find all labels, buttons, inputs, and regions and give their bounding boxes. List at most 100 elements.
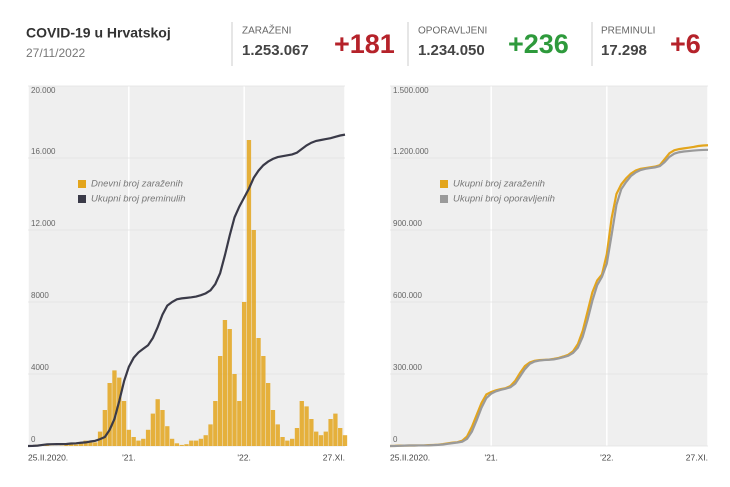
bar <box>141 438 146 446</box>
bar <box>69 443 74 446</box>
bar <box>102 410 108 446</box>
x-tick-label: 25.II.2020. <box>390 452 430 462</box>
stat-change: +236 <box>508 29 569 59</box>
x-tick-label: '21. <box>122 452 135 462</box>
bar <box>179 444 184 446</box>
bar <box>290 438 295 446</box>
y-tick-label: 600.000 <box>393 291 422 300</box>
bar <box>309 419 314 446</box>
bar <box>265 383 271 446</box>
y-tick-label: 1.200.000 <box>393 147 429 156</box>
bar <box>222 320 228 446</box>
bar <box>256 338 261 446</box>
bar <box>208 424 213 446</box>
bar <box>294 428 300 446</box>
bar <box>88 441 93 446</box>
bar <box>198 438 204 446</box>
bar <box>203 435 208 446</box>
y-tick-label: 900.000 <box>393 219 422 228</box>
legend-label: Dnevni broj zaraženih <box>91 179 183 190</box>
bar <box>342 435 348 446</box>
bar <box>237 401 242 446</box>
y-tick-label: 12.000 <box>31 219 56 228</box>
bar <box>184 444 189 446</box>
bar <box>73 444 79 446</box>
bar <box>285 440 290 446</box>
bar <box>78 443 83 446</box>
line <box>27 133 346 448</box>
bar <box>169 438 175 446</box>
x-tick-label: 27.XI. <box>686 452 708 462</box>
bar <box>112 370 117 446</box>
bar <box>131 437 136 446</box>
bar <box>165 426 170 446</box>
line <box>390 148 709 448</box>
date: 27/11/2022 <box>26 46 85 60</box>
bar <box>251 230 256 446</box>
bar <box>232 374 237 446</box>
bar <box>174 443 180 446</box>
bar <box>270 410 276 446</box>
y-tick-label: 0 <box>393 435 398 444</box>
y-tick-label: 1.500.000 <box>393 86 429 95</box>
bar <box>275 424 280 446</box>
bar <box>117 377 122 446</box>
bar <box>227 329 232 446</box>
bar <box>150 413 156 446</box>
y-tick-label: 300.000 <box>393 363 422 372</box>
stat-change: +6 <box>670 29 701 59</box>
stat-total: 1.234.050 <box>418 42 485 59</box>
bar <box>338 428 343 446</box>
stat-total: 1.253.067 <box>242 42 309 59</box>
bar <box>261 356 266 446</box>
stat-change: +181 <box>334 29 395 59</box>
stat-total: 17.298 <box>601 42 647 59</box>
bar <box>304 406 309 446</box>
y-tick-label: 0 <box>31 435 36 444</box>
x-tick-label: '22. <box>237 452 250 462</box>
bar <box>328 419 333 446</box>
legend-label: Ukupni broj preminulih <box>91 194 186 205</box>
legend-label: Ukupni broj zaraženih <box>453 179 545 190</box>
bar <box>299 401 304 446</box>
bar <box>160 410 165 446</box>
bar <box>213 401 218 446</box>
bar <box>121 401 127 446</box>
stat-label: ZARAŽENI <box>242 24 291 37</box>
bar <box>217 356 223 446</box>
legend-swatch <box>440 180 448 188</box>
y-tick-label: 4000 <box>31 363 49 372</box>
legend-swatch <box>440 195 448 203</box>
bar <box>155 399 160 446</box>
bar <box>241 302 247 446</box>
plot-area <box>28 86 345 446</box>
bar <box>280 437 285 446</box>
bar <box>64 444 69 446</box>
legend-swatch <box>78 195 86 203</box>
y-tick-label: 16.000 <box>31 147 56 156</box>
bar <box>107 383 112 446</box>
x-tick-label: '22. <box>600 452 613 462</box>
x-tick-label: 27.XI. <box>323 452 345 462</box>
y-tick-label: 8000 <box>31 291 49 300</box>
title: COVID-19 u Hrvatskoj <box>26 25 171 41</box>
bar <box>333 413 338 446</box>
bar <box>136 440 141 446</box>
bar <box>318 435 324 446</box>
plot-area <box>390 86 708 446</box>
bar <box>126 429 132 446</box>
x-tick-label: '21. <box>484 452 497 462</box>
bar <box>45 445 50 446</box>
bar <box>93 442 98 446</box>
legend-swatch <box>78 180 86 188</box>
bar <box>145 429 151 446</box>
bar <box>193 440 199 446</box>
bar <box>314 431 319 446</box>
y-tick-label: 20.000 <box>31 86 56 95</box>
x-tick-label: 25.II.2020. <box>28 452 68 462</box>
bar <box>323 431 328 446</box>
bar <box>189 440 194 446</box>
legend-label: Ukupni broj oporavljenih <box>453 194 555 205</box>
stat-label: OPORAVLJENI <box>418 26 487 37</box>
